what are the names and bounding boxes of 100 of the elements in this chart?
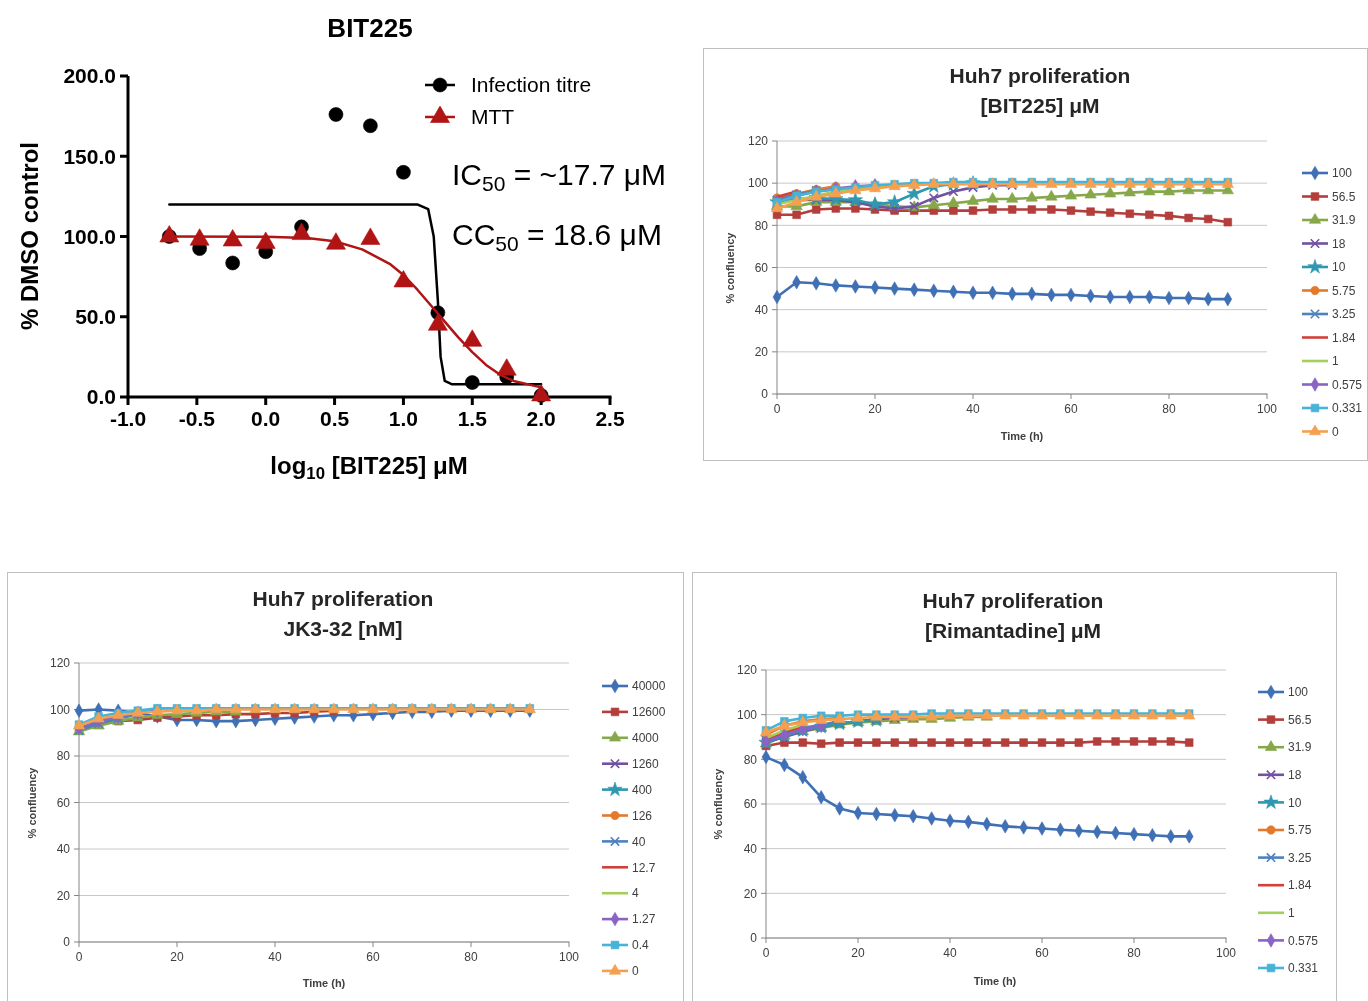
legend-label: 1.84 [1288,878,1312,893]
x-tick-label: 60 [366,949,380,964]
x-tick-label: 60 [1035,945,1049,960]
legend-label: 56.5 [1288,712,1312,727]
y-tick-label: 40 [56,842,71,857]
y-tick-label: 40 [743,841,758,856]
x-axis-title: Time (h) [1000,430,1044,442]
x-tick-label: 0 [75,949,83,964]
legend-label: 56.5 [1332,189,1356,204]
x-tick-label: 0.5 [319,406,350,430]
legend-label: 4000 [632,731,660,745]
chart-title: Huh7 proliferation [Rimantadine] μM [922,589,1104,643]
x-tick-label: 80 [1162,401,1176,416]
y-axis-title: % confluency [26,766,38,839]
legend-label: 0.4 [632,938,650,953]
legend-label: 12600 [632,705,666,720]
legend-label: 400 [632,782,653,797]
x-tick-label: 40 [966,401,980,416]
chart-title: Huh7 proliferation [BIT225] μM [949,64,1131,118]
x-tick-label: 2.5 [595,406,625,430]
x-tick-label: 0 [773,401,781,416]
legend-label: 31.9 [1332,213,1356,228]
legend-label: Infection titre [471,73,592,97]
annotation: IC$_{50}$ = ~17.7 μM [452,158,667,195]
legend-label: 1.27 [632,912,656,927]
y-tick-label: 80 [754,218,769,233]
x-tick-label: 80 [1127,945,1141,960]
y-tick-label: 60 [754,260,769,275]
legend-label: 100 [1332,166,1353,181]
y-tick-label: 120 [747,134,769,149]
y-tick-label: 20 [56,888,71,903]
x-tick-label: 1.5 [457,406,488,430]
legend-label: 10 [1288,795,1302,810]
chart-title: Huh7 proliferation JK3-32 [nM] [252,587,434,641]
legend-label: 1.84 [1332,330,1356,345]
legend-label: 0.575 [1332,377,1363,392]
legend-label: 40 [632,834,646,849]
x-tick-label: -0.5 [178,406,216,430]
y-tick-label: 40 [754,302,769,317]
legend-label: 12.7 [632,860,656,875]
legend-label: 0.575 [1288,933,1319,948]
x-tick-label: 20 [851,945,865,960]
x-tick-label: 20 [868,401,882,416]
x-tick-label: 1.0 [388,406,419,430]
y-tick-label: 120 [736,663,758,678]
y-axis-title: % confluency [724,231,736,304]
x-axis-title: Time (h) [973,975,1017,987]
legend-label: 5.75 [1332,283,1356,298]
legend-label: 0.331 [1288,961,1319,976]
x-tick-label: -1.0 [109,406,147,430]
y-tick-label: 100 [747,176,769,191]
chart-title: BIT225 [327,13,413,43]
y-tick-label: 100.0 [63,224,116,248]
x-axis-title: Time (h) [302,977,346,989]
legend-label: 10 [1332,260,1346,275]
x-tick-label: 40 [268,949,282,964]
y-tick-label: 80 [743,752,758,767]
y-tick-label: 20 [754,345,769,360]
y-tick-label: 0 [750,931,758,946]
legend-label: 100 [1288,685,1309,700]
y-tick-label: 0 [761,387,769,402]
legend-label: 0.331 [1332,401,1363,416]
y-tick-label: 100 [736,707,758,722]
legend-label: 1 [1288,906,1295,920]
x-tick-label: 100 [1215,945,1237,960]
legend-label: 1 [1332,354,1339,369]
y-tick-label: 0 [63,935,71,950]
x-tick-label: 2.0 [526,406,556,430]
legend-label: 5.75 [1288,823,1312,838]
legend-label: 1260 [632,756,660,771]
x-tick-label: 100 [1256,401,1278,416]
legend-label: 0 [632,964,639,979]
y-tick-label: 150.0 [63,144,116,168]
legend-label: 3.25 [1332,307,1356,322]
legend-label: 18 [1332,236,1346,251]
x-tick-label: 40 [943,945,957,960]
legend-label: 126 [632,808,653,823]
annotation: CC$_{50}$ = 18.6 μM [452,218,662,255]
x-tick-label: 100 [558,949,580,964]
legend-label: 31.9 [1288,740,1312,755]
y-tick-label: 80 [56,749,71,764]
x-tick-label: 80 [464,949,478,964]
x-axis-title: log$_{10}$ [BIT225] μM [270,452,468,483]
x-tick-label: 20 [170,949,184,964]
legend-label: 3.25 [1288,850,1312,865]
y-tick-label: 20 [743,886,758,901]
x-tick-label: 60 [1064,401,1078,416]
y-tick-label: 100 [49,702,71,717]
y-tick-label: 120 [49,656,71,671]
x-tick-label: 0.0 [251,406,281,430]
legend-label: 4 [632,886,639,901]
y-axis-title: % confluency [712,767,724,840]
y-tick-label: 200.0 [63,64,116,88]
y-tick-label: 60 [56,795,71,810]
legend-label: 18 [1288,768,1302,782]
y-tick-label: 50.0 [75,305,116,329]
y-tick-label: 60 [743,797,758,812]
legend-label: MTT [471,105,515,129]
y-axis-title: % DMSO control [16,141,43,331]
legend-label: 40000 [632,679,666,694]
